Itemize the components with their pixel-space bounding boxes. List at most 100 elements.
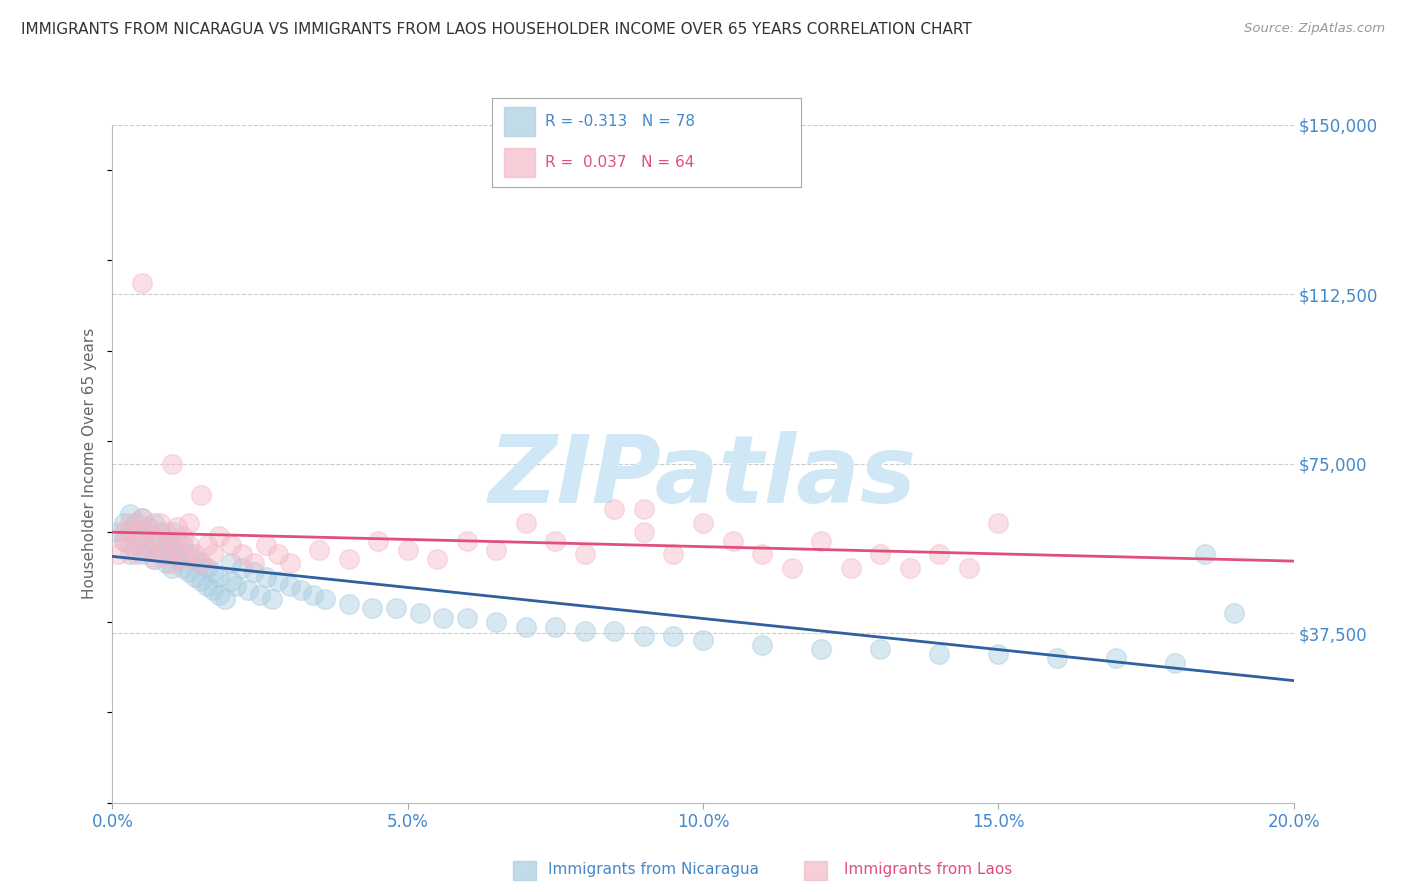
Point bbox=[160, 457, 183, 471]
Text: Immigrants from Nicaragua: Immigrants from Nicaragua bbox=[548, 863, 759, 877]
Point bbox=[184, 547, 207, 561]
Point bbox=[172, 561, 194, 575]
Point bbox=[408, 606, 430, 620]
Point bbox=[136, 542, 159, 557]
Point bbox=[142, 533, 165, 548]
Point bbox=[149, 547, 172, 561]
Y-axis label: Householder Income Over 65 years: Householder Income Over 65 years bbox=[82, 328, 97, 599]
Point bbox=[278, 556, 301, 570]
Text: ZIPatlas: ZIPatlas bbox=[489, 432, 917, 524]
Point bbox=[396, 542, 419, 557]
Point bbox=[662, 629, 685, 643]
Point bbox=[155, 538, 177, 552]
Point bbox=[179, 516, 201, 530]
Point bbox=[107, 547, 129, 561]
Point bbox=[131, 533, 153, 548]
Point bbox=[367, 533, 389, 548]
Point bbox=[190, 556, 212, 570]
Point bbox=[302, 588, 325, 602]
Point bbox=[238, 583, 260, 598]
Point bbox=[131, 511, 153, 525]
Point bbox=[166, 533, 188, 548]
Point bbox=[125, 547, 148, 561]
Point bbox=[214, 592, 236, 607]
Point bbox=[751, 547, 773, 561]
Point bbox=[456, 533, 478, 548]
Point bbox=[136, 542, 159, 557]
Point bbox=[107, 524, 129, 539]
Point bbox=[810, 533, 832, 548]
Point bbox=[208, 570, 231, 584]
Text: Immigrants from Laos: Immigrants from Laos bbox=[844, 863, 1012, 877]
Point bbox=[142, 516, 165, 530]
Point bbox=[432, 610, 454, 624]
Point bbox=[254, 570, 277, 584]
Bar bbox=[505, 148, 536, 177]
Point bbox=[278, 579, 301, 593]
Point bbox=[254, 538, 277, 552]
Point bbox=[208, 588, 231, 602]
Point bbox=[131, 547, 153, 561]
Point bbox=[201, 547, 224, 561]
Point bbox=[928, 647, 950, 661]
Point bbox=[112, 524, 135, 539]
Point bbox=[267, 547, 290, 561]
Point bbox=[142, 551, 165, 566]
Point bbox=[544, 619, 567, 633]
Point bbox=[120, 507, 142, 521]
Bar bbox=[505, 107, 536, 136]
Point bbox=[219, 574, 242, 589]
Point bbox=[190, 556, 212, 570]
Point bbox=[190, 574, 212, 589]
Point bbox=[172, 529, 194, 543]
Point bbox=[869, 642, 891, 657]
Point bbox=[112, 533, 135, 548]
Point bbox=[839, 561, 862, 575]
Point bbox=[633, 502, 655, 516]
Point bbox=[225, 579, 247, 593]
Point bbox=[190, 488, 212, 502]
Point bbox=[160, 533, 183, 548]
Point bbox=[201, 566, 224, 580]
Point bbox=[1164, 656, 1187, 670]
Point bbox=[243, 556, 266, 570]
Point bbox=[898, 561, 921, 575]
Point bbox=[179, 538, 201, 552]
Point bbox=[160, 561, 183, 575]
Point bbox=[179, 566, 201, 580]
Point bbox=[544, 533, 567, 548]
Point bbox=[149, 516, 172, 530]
Point bbox=[337, 597, 360, 611]
Point bbox=[780, 561, 803, 575]
Point bbox=[267, 574, 290, 589]
Point bbox=[515, 516, 537, 530]
Point bbox=[957, 561, 980, 575]
Point bbox=[149, 524, 172, 539]
Point bbox=[633, 629, 655, 643]
Point bbox=[120, 538, 142, 552]
Point bbox=[160, 556, 183, 570]
Point bbox=[195, 561, 218, 575]
Point bbox=[485, 542, 508, 557]
Point bbox=[231, 561, 253, 575]
Point bbox=[662, 547, 685, 561]
Point bbox=[136, 520, 159, 534]
Point bbox=[574, 547, 596, 561]
Point bbox=[290, 583, 312, 598]
Point bbox=[260, 592, 283, 607]
Text: R =  0.037   N = 64: R = 0.037 N = 64 bbox=[544, 155, 695, 169]
Point bbox=[131, 529, 153, 543]
Point bbox=[231, 547, 253, 561]
Point bbox=[515, 619, 537, 633]
Point bbox=[426, 551, 449, 566]
Point bbox=[184, 570, 207, 584]
Point bbox=[166, 520, 188, 534]
Point bbox=[172, 538, 194, 552]
Point bbox=[112, 533, 135, 548]
Point bbox=[149, 538, 172, 552]
Text: Source: ZipAtlas.com: Source: ZipAtlas.com bbox=[1244, 22, 1385, 36]
Point bbox=[195, 579, 218, 593]
Point bbox=[337, 551, 360, 566]
Point bbox=[385, 601, 408, 615]
Point bbox=[160, 524, 183, 539]
